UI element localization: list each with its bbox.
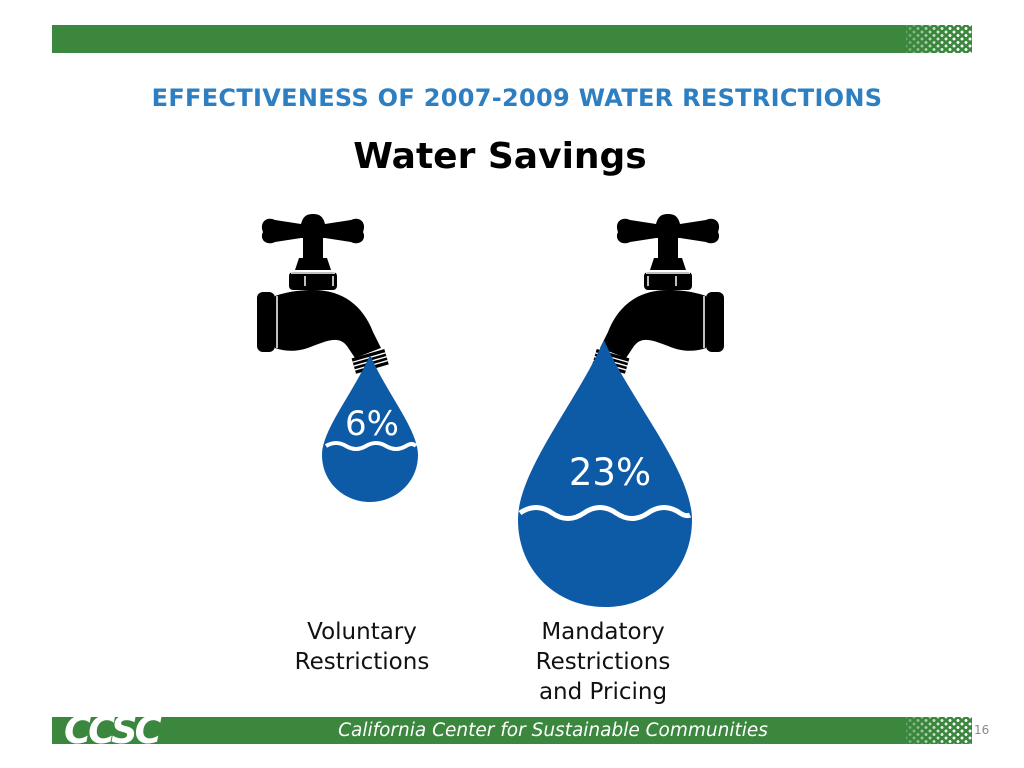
slide-title: EFFECTIVENESS OF 2007-2009 WATER RESTRIC…	[151, 84, 883, 112]
halftone-pattern	[906, 25, 972, 53]
label-line: and Pricing	[538, 679, 668, 705]
organization-name: California Center for Sustainable Commun…	[338, 720, 768, 741]
label-line: Restrictions	[535, 649, 671, 675]
label-line: Mandatory	[541, 619, 665, 645]
category-label-voluntary: Voluntary Restrictions	[262, 617, 462, 677]
faucet-icon-left	[256, 213, 390, 375]
water-drop-large: 23%	[518, 340, 692, 607]
water-drop-small: 6%	[322, 355, 418, 502]
footer-bar: CCSC California Center for Sustainable C…	[52, 709, 972, 752]
header-bar	[52, 25, 972, 53]
label-line: Voluntary	[307, 619, 417, 645]
faucet-icon-right	[591, 213, 725, 375]
halftone-pattern	[906, 717, 972, 744]
ccsc-logo: CCSC	[64, 709, 162, 752]
page-number: 16	[974, 723, 990, 737]
slide-subtitle: Water Savings	[353, 136, 647, 177]
category-label-mandatory: Mandatory Restrictions and Pricing	[503, 617, 703, 707]
percent-label-voluntary: 6%	[345, 404, 399, 444]
percent-label-mandatory: 23%	[569, 451, 651, 494]
label-line: Restrictions	[294, 649, 430, 675]
